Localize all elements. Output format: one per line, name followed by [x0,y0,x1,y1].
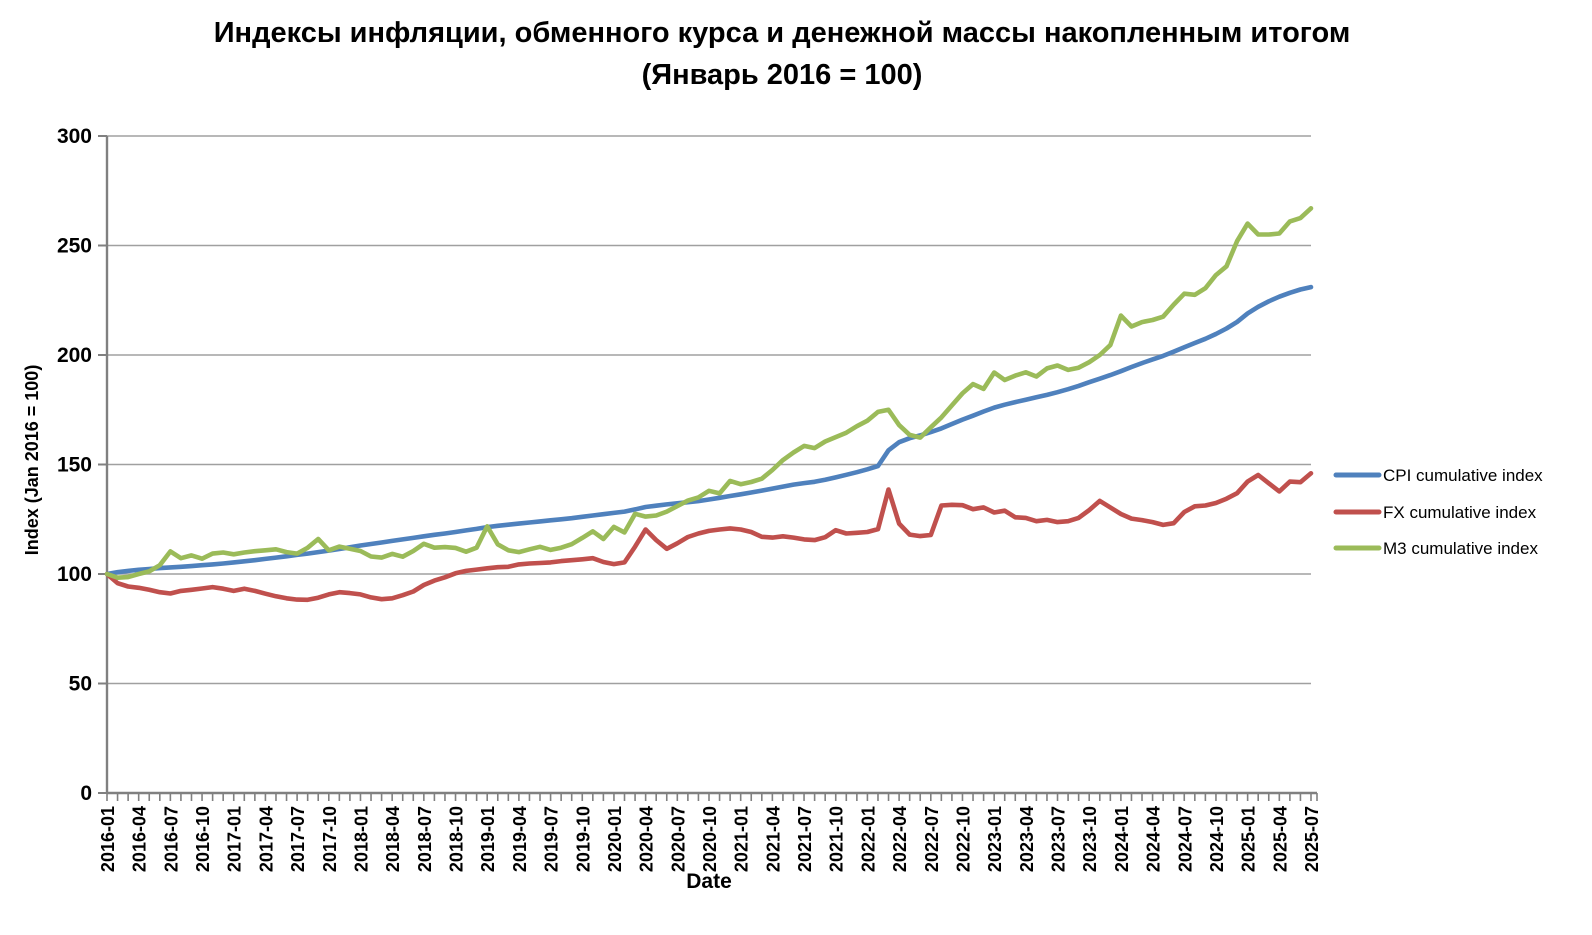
legend-label-fx: FX cumulative index [1383,503,1537,522]
y-axis-title: Index (Jan 2016 = 100) [22,365,42,556]
x-tick-label-2018-01: 2018-01 [351,806,371,872]
chart-title-line2: (Январь 2016 = 100) [642,59,923,91]
legend-item-cpi: CPI cumulative index [1333,466,1543,485]
x-tick-label-2021-07: 2021-07 [795,806,815,872]
x-tick-label-2018-07: 2018-07 [415,806,435,872]
tick-marks-layer [98,135,1318,801]
x-tick-label-2024-07: 2024-07 [1175,806,1195,872]
x-tick-label-2025-01: 2025-01 [1239,806,1259,872]
x-tick-label-2016-01: 2016-01 [98,806,118,872]
x-tick-label-2025-07: 2025-07 [1302,806,1322,872]
chart-title-line1: Индексы инфляции, обменного курса и дене… [214,17,1351,49]
x-tick-label-2019-04: 2019-04 [510,806,530,872]
tick-labels-layer: 0 50 100 150 200 250 300 2016-01 2016-04 2016-07 2… [57,125,1322,872]
x-tick-label-2023-01: 2023-01 [985,806,1005,872]
x-tick-label-2020-01: 2020-01 [605,806,625,872]
x-tick-label-2023-10: 2023-10 [1080,806,1100,872]
x-tick-label-2022-07: 2022-07 [922,806,942,872]
x-tick-label-2019-01: 2019-01 [478,806,498,872]
x-tick-label-2024-01: 2024-01 [1112,806,1132,872]
x-tick-label-2020-10: 2020-10 [700,806,720,872]
y-tick-label-200: 200 [57,344,92,367]
x-tick-label-2024-10: 2024-10 [1207,806,1227,872]
series-line-m3 [104,206,1314,581]
x-axis-title: Date [686,870,732,893]
series-line-cpi [104,284,1314,577]
x-tick-label-2022-01: 2022-01 [858,806,878,872]
x-tick-label-2016-04: 2016-04 [130,806,150,872]
x-tick-label-2021-04: 2021-04 [763,806,783,872]
x-tick-label-2023-07: 2023-07 [1049,806,1069,872]
y-tick-label-150: 150 [57,454,92,477]
legend-item-fx: FX cumulative index [1333,503,1537,522]
legend-label-m3: M3 cumulative index [1383,539,1538,558]
x-tick-label-2020-07: 2020-07 [668,806,688,872]
x-tick-label-2017-10: 2017-10 [320,806,340,872]
gridlines-layer [107,135,1311,685]
x-tick-label-2024-04: 2024-04 [1144,806,1164,872]
y-tick-label-300: 300 [57,125,92,148]
y-tick-label-100: 100 [57,563,92,586]
x-tick-label-2022-04: 2022-04 [890,806,910,872]
x-tick-label-2020-04: 2020-04 [637,806,657,872]
x-tick-label-2018-10: 2018-10 [447,806,467,872]
legend-layer: CPI cumulative index FX cumulative index M… [1333,466,1543,558]
x-tick-label-2016-07: 2016-07 [161,806,181,872]
series-line-fx [104,470,1314,603]
x-tick-label-2018-04: 2018-04 [383,806,403,872]
x-tick-label-2022-10: 2022-10 [953,806,973,872]
x-tick-label-2016-10: 2016-10 [193,806,213,872]
legend-label-cpi: CPI cumulative index [1383,466,1543,485]
x-tick-label-2017-07: 2017-07 [288,806,308,872]
x-tick-label-2023-04: 2023-04 [1017,806,1037,872]
x-tick-label-2019-07: 2019-07 [542,806,562,872]
y-tick-label-0: 0 [80,782,92,805]
x-tick-label-2021-01: 2021-01 [732,806,752,872]
y-tick-label-50: 50 [69,673,92,696]
x-tick-label-2017-01: 2017-01 [225,806,245,872]
x-tick-label-2017-04: 2017-04 [256,806,276,872]
y-tick-label-250: 250 [57,235,92,258]
x-tick-label-2021-10: 2021-10 [827,806,847,872]
series-layer [104,206,1314,603]
x-tick-label-2019-10: 2019-10 [573,806,593,872]
x-tick-label-2025-04: 2025-04 [1270,806,1290,872]
legend-item-m3: M3 cumulative index [1333,539,1538,558]
